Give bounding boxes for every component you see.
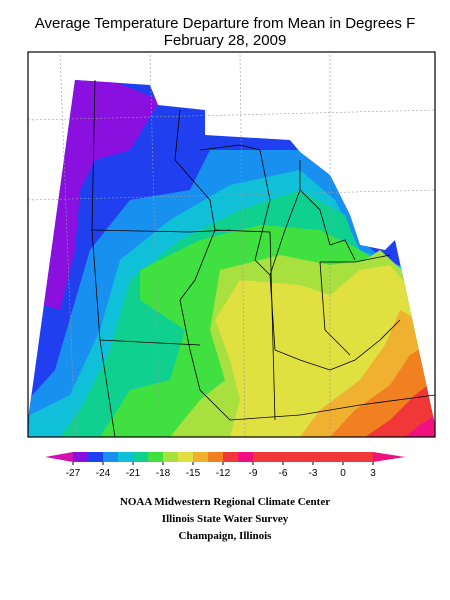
legend-end xyxy=(373,452,405,462)
legend-swatch xyxy=(328,452,344,462)
legend-swatch xyxy=(238,452,254,462)
legend-swatch xyxy=(103,452,119,462)
map-lines xyxy=(27,54,436,438)
legend-tick-label: -6 xyxy=(279,468,288,479)
legend-tick-label: -12 xyxy=(216,468,231,479)
legend-swatch xyxy=(73,452,89,462)
legend-tick-label: -18 xyxy=(156,468,171,479)
legend-swatch xyxy=(88,452,104,462)
legend-swatch xyxy=(178,452,194,462)
legend-tick-label: -9 xyxy=(249,468,258,479)
legend-swatch xyxy=(133,452,149,462)
legend-tick-label: -27 xyxy=(66,468,81,479)
legend-swatch xyxy=(313,452,329,462)
legend-swatch xyxy=(283,452,299,462)
credit: Illinois State Water Survey xyxy=(162,513,289,525)
legend-swatch xyxy=(163,452,179,462)
legend-tick-label: -21 xyxy=(126,468,141,479)
subtitle: February 28, 2009 xyxy=(164,32,287,49)
legend-swatch xyxy=(253,452,269,462)
legend-end xyxy=(45,452,73,462)
legend-tick-label: -15 xyxy=(186,468,201,479)
legend-swatch xyxy=(268,452,284,462)
legend-swatch xyxy=(148,452,164,462)
color-legend: -27 -24 -21 -18 -15 -12 -9 -6 -3 0 3 xyxy=(45,452,405,479)
legend-swatch xyxy=(298,452,314,462)
legend-tick-label: 3 xyxy=(370,468,376,479)
legend-swatch xyxy=(193,452,209,462)
legend-swatch xyxy=(118,452,134,462)
legend-tick-label: -3 xyxy=(309,468,318,479)
credit: NOAA Midwestern Regional Climate Center xyxy=(120,496,330,508)
legend-swatch xyxy=(223,452,239,462)
credit: Champaign, Illinois xyxy=(179,530,273,542)
legend-swatch xyxy=(343,452,359,462)
temperature-field xyxy=(28,80,435,437)
title: Average Temperature Departure from Mean … xyxy=(35,15,415,32)
legend-swatch xyxy=(208,452,224,462)
legend-swatch xyxy=(358,452,374,462)
legend-tick-label: -24 xyxy=(96,468,111,479)
map-frame xyxy=(27,51,436,438)
legend-tick-label: 0 xyxy=(340,468,346,479)
